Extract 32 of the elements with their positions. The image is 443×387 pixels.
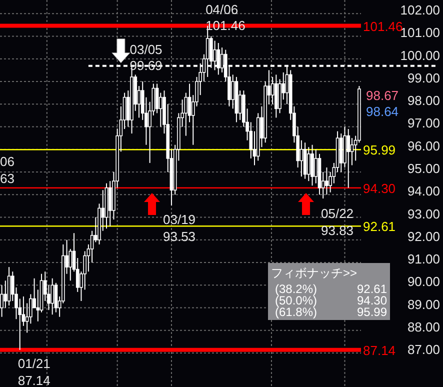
annotation: (38.2%) bbox=[275, 282, 318, 296]
y-tick-label: 95.00 bbox=[407, 161, 440, 176]
annotation: 63 bbox=[0, 171, 14, 186]
y-tick-label: 87.00 bbox=[407, 342, 440, 358]
annotation: 03/19 93.53 bbox=[163, 212, 196, 244]
annotation: 05/22 93.83 bbox=[321, 206, 354, 238]
y-tick-label: 102.00 bbox=[400, 2, 440, 18]
y-tick-label: 98.00 bbox=[407, 93, 440, 108]
ref-line-label: 94.30 bbox=[363, 180, 396, 196]
annotation: 94.30 bbox=[356, 294, 388, 308]
y-tick-label: 88.00 bbox=[407, 319, 440, 334]
text: 98.64 bbox=[366, 104, 399, 119]
text: 98.67 bbox=[366, 88, 399, 103]
y-tick-label: 89.00 bbox=[407, 296, 440, 312]
annotation: 01/21 87.14 bbox=[18, 356, 50, 387]
y-tick-label: 97.00 bbox=[407, 116, 440, 131]
annotation: 06 bbox=[0, 154, 14, 169]
ref-line-label: 87.14 bbox=[363, 342, 396, 358]
y-tick-label: 99.00 bbox=[407, 70, 440, 86]
annotation: 92.61 bbox=[356, 282, 388, 296]
ref-line-label: 101.46 bbox=[363, 18, 403, 34]
annotation: 95.99 bbox=[356, 305, 388, 319]
y-tick-label: 94.00 bbox=[407, 184, 440, 199]
y-tick-label: 100.00 bbox=[400, 48, 440, 63]
ref-line-label: 95.99 bbox=[363, 142, 396, 158]
y-tick-label: 93.00 bbox=[407, 206, 440, 222]
y-tick-label: 92.00 bbox=[407, 228, 440, 244]
y-tick-label: 96.00 bbox=[407, 138, 440, 154]
y-tick-label: 91.00 bbox=[407, 252, 440, 267]
ref-line-label: 92.61 bbox=[363, 219, 396, 234]
annotation: フィボナッチ>> bbox=[271, 266, 358, 280]
y-tick-label: 90.00 bbox=[407, 274, 440, 290]
